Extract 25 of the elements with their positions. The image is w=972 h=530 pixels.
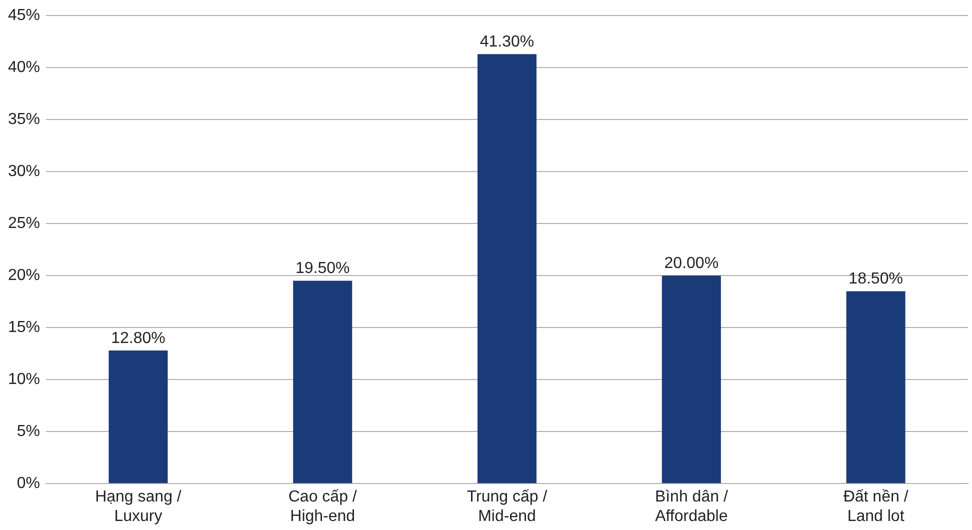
- x-tick-label: Trung cấp / Mid-end: [466, 488, 548, 525]
- bar: [662, 276, 721, 484]
- bar: [846, 291, 906, 484]
- y-tick-label: 5%: [16, 423, 40, 440]
- x-tick-label: Đất nền / Land lot: [843, 488, 909, 525]
- bar: [108, 350, 168, 484]
- y-tick-label: 15%: [8, 319, 40, 336]
- x-tick-label: Hạng sang / Luxury: [95, 488, 182, 525]
- y-tick-label: 35%: [8, 111, 40, 128]
- y-tick-label: 20%: [8, 267, 40, 284]
- bar: [293, 280, 352, 484]
- y-tick-label: 30%: [8, 163, 40, 180]
- data-label: 12.80%: [111, 330, 166, 347]
- y-tick-label: 0%: [16, 475, 40, 492]
- data-label: 18.50%: [848, 270, 903, 288]
- y-tick-label: 10%: [8, 371, 40, 388]
- bar: [478, 54, 537, 484]
- data-label: 41.30%: [480, 33, 534, 50]
- y-tick-label: 40%: [8, 59, 40, 76]
- x-tick-label: Cao cấp / High-end: [288, 488, 358, 525]
- x-tick-label: Bình dân / Affordable: [654, 488, 728, 525]
- data-label: 20.00%: [664, 255, 719, 272]
- y-tick-label: 45%: [8, 7, 40, 24]
- y-tick-label: 25%: [8, 215, 40, 232]
- data-label: 19.50%: [295, 260, 350, 278]
